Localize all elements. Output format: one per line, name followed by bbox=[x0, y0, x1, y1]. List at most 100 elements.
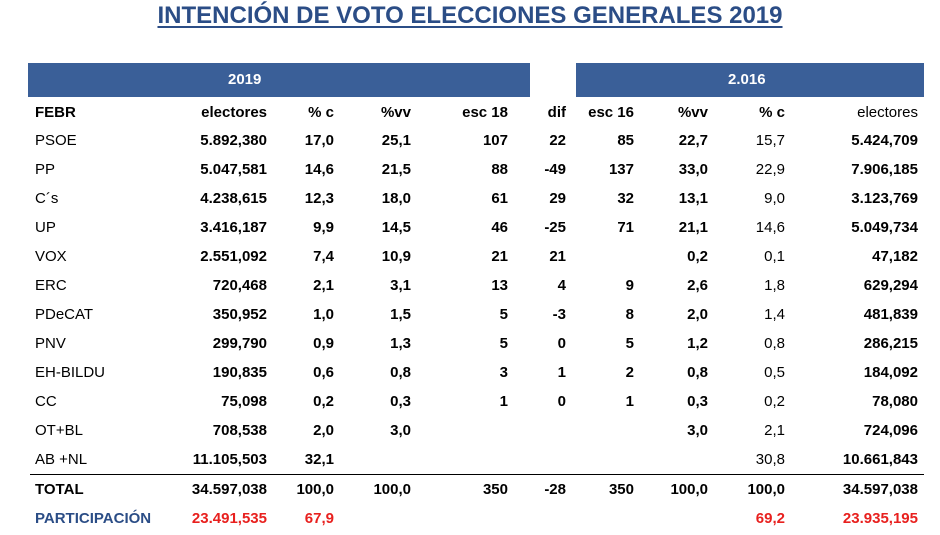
value-cell: 0 bbox=[557, 393, 566, 410]
party-name-cell: PP bbox=[35, 161, 56, 178]
value-cell: 1,4 bbox=[764, 306, 785, 323]
value-cell: 14,6 bbox=[304, 161, 334, 178]
value-cell: 724,096 bbox=[863, 422, 918, 439]
value-cell: 7.906,185 bbox=[851, 161, 918, 178]
value-cell: -49 bbox=[544, 161, 566, 178]
table-row: UP 3.416,187 9,9 14,5 46 -25 71 21,1 14,6 5.049,7… bbox=[30, 213, 924, 242]
value-cell: 47,182 bbox=[872, 248, 918, 265]
value-cell bbox=[427, 445, 512, 475]
value-cell: 69,2 bbox=[755, 510, 785, 527]
value-cell: 85 bbox=[617, 132, 634, 149]
value-cell: 2,0 bbox=[313, 422, 334, 439]
table-row: AB +NL 11.105,503 32,1 30,8 10.661,843 bbox=[30, 445, 924, 475]
value-cell: 25,1 bbox=[381, 132, 411, 149]
value-cell: 350,952 bbox=[212, 306, 267, 323]
table-header-row: FEBR electores % c %vv esc 18 dif esc 16… bbox=[30, 98, 924, 126]
value-cell: 22,9 bbox=[755, 161, 785, 178]
party-name-cell: UP bbox=[35, 219, 56, 236]
value-cell: 0,8 bbox=[764, 335, 785, 352]
total-row: TOTAL 34.597,038 100,0 100,0 350 -28 350 100,0 1… bbox=[30, 474, 924, 504]
value-cell bbox=[347, 445, 427, 475]
value-cell: -3 bbox=[552, 306, 566, 323]
table-row: EH-BILDU 190,835 0,6 0,8 3 1 2 0,8 0,5 184,092 bbox=[30, 358, 924, 387]
header-band-2019: 2019 bbox=[28, 63, 530, 97]
participation-row: PARTICIPACIÓN 23.491,535 67,9 69,2 23.935,19… bbox=[30, 504, 924, 533]
value-cell: 1 bbox=[499, 393, 508, 410]
value-cell: 11.105,503 bbox=[192, 451, 267, 468]
header-cell: electores bbox=[857, 103, 918, 121]
value-cell: 1,3 bbox=[390, 335, 411, 352]
value-cell: 3,0 bbox=[390, 422, 411, 439]
table-row: PSOE 5.892,380 17,0 25,1 107 22 85 22,7 15,7 5.42… bbox=[30, 126, 924, 155]
value-cell: 5 bbox=[625, 335, 634, 352]
value-cell: 720,468 bbox=[212, 277, 267, 294]
value-cell bbox=[638, 445, 720, 475]
header-cell: % c bbox=[759, 103, 785, 121]
value-cell: 61 bbox=[491, 190, 508, 207]
value-cell: 0,3 bbox=[687, 393, 708, 410]
value-cell: 299,790 bbox=[212, 335, 267, 352]
value-cell: 100,0 bbox=[638, 474, 720, 504]
value-cell: 4 bbox=[557, 277, 566, 294]
value-cell: 32 bbox=[617, 190, 634, 207]
value-cell: 3,0 bbox=[687, 422, 708, 439]
value-cell: 184,092 bbox=[863, 364, 918, 381]
party-name-cell: PDeCAT bbox=[35, 306, 94, 323]
header-cell: esc 16 bbox=[588, 103, 634, 121]
value-cell: 708,538 bbox=[212, 422, 267, 439]
value-cell: 100,0 bbox=[347, 474, 427, 504]
table-row: OT+BL 708,538 2,0 3,0 3,0 2,1 724,096 bbox=[30, 416, 924, 445]
value-cell: 32,1 bbox=[304, 451, 334, 468]
value-cell: 1 bbox=[557, 364, 566, 381]
header-cell: %vv bbox=[380, 103, 411, 121]
value-cell: 0,8 bbox=[687, 364, 708, 381]
header-cell: FEBR bbox=[35, 103, 76, 121]
value-cell: 5 bbox=[499, 306, 508, 323]
value-cell: 137 bbox=[608, 161, 634, 178]
value-cell: 14,5 bbox=[381, 219, 411, 236]
value-cell: 7,4 bbox=[313, 248, 334, 265]
value-cell: 0,1 bbox=[764, 248, 785, 265]
value-cell: 23.935,195 bbox=[842, 510, 918, 527]
value-cell: 78,080 bbox=[872, 393, 918, 410]
value-cell: 5.049,734 bbox=[851, 219, 918, 236]
value-cell: 107 bbox=[482, 132, 508, 149]
value-cell: 21,1 bbox=[678, 219, 708, 236]
value-cell: 350 bbox=[570, 474, 638, 504]
value-cell: 2.551,092 bbox=[200, 248, 267, 265]
value-cell bbox=[570, 445, 638, 475]
value-cell: 1,0 bbox=[313, 306, 334, 323]
value-cell: 1 bbox=[625, 393, 634, 410]
value-cell: 286,215 bbox=[863, 335, 918, 352]
value-cell bbox=[638, 504, 720, 533]
value-cell: 22,7 bbox=[678, 132, 708, 149]
party-name-cell: ERC bbox=[35, 277, 67, 294]
value-cell: 5.047,581 bbox=[200, 161, 267, 178]
value-cell: 3 bbox=[499, 364, 508, 381]
value-cell: 629,294 bbox=[863, 277, 918, 294]
value-cell: 21 bbox=[491, 248, 508, 265]
value-cell bbox=[570, 504, 638, 533]
value-cell: 2,0 bbox=[687, 306, 708, 323]
value-cell: 0,8 bbox=[390, 364, 411, 381]
value-cell: 30,8 bbox=[755, 451, 785, 468]
value-cell: 5 bbox=[499, 335, 508, 352]
vote-intention-table: FEBR electores % c %vv esc 18 dif esc 16… bbox=[30, 98, 924, 533]
table-row: PDeCAT 350,952 1,0 1,5 5 -3 8 2,0 1,4 481,839 bbox=[30, 300, 924, 329]
value-cell: 9 bbox=[625, 277, 634, 294]
party-name-cell: PARTICIPACIÓN bbox=[35, 510, 152, 527]
header-cell: electores bbox=[201, 103, 267, 121]
party-name-cell: CC bbox=[35, 393, 57, 410]
party-name-cell: PNV bbox=[35, 335, 66, 352]
value-cell bbox=[570, 416, 638, 445]
party-name-cell: VOX bbox=[35, 248, 67, 265]
header-cell: %vv bbox=[677, 103, 708, 121]
header-band-2019-label: 2019 bbox=[228, 71, 262, 88]
value-cell: 29 bbox=[549, 190, 566, 207]
value-cell: 100,0 bbox=[267, 474, 347, 504]
value-cell: 13,1 bbox=[678, 190, 708, 207]
value-cell: 10,9 bbox=[381, 248, 411, 265]
value-cell: 23.491,535 bbox=[191, 510, 267, 527]
value-cell: 0,9 bbox=[313, 335, 334, 352]
value-cell bbox=[512, 445, 570, 475]
